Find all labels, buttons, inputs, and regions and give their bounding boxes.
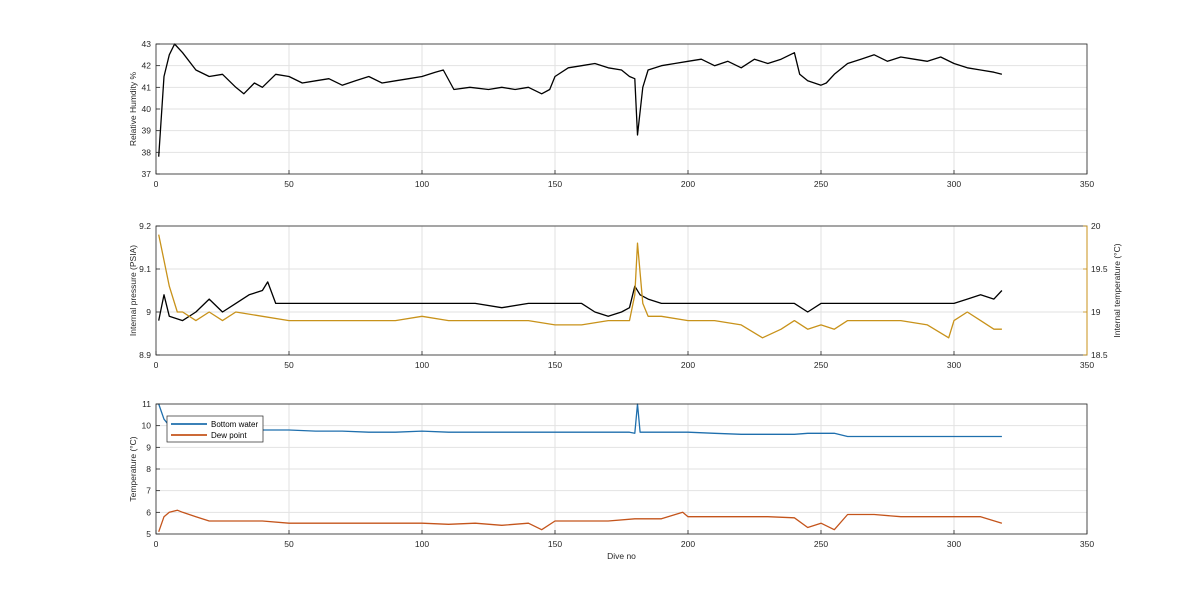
x-axis-label: Dive no xyxy=(607,551,636,561)
y-axis-label: Internal pressure (PSIA) xyxy=(128,245,138,336)
x-tick-label: 350 xyxy=(1080,179,1094,189)
y-right-tick-label: 18.5 xyxy=(1091,350,1108,360)
y-tick-label: 7 xyxy=(146,486,151,496)
y-tick-label: 41 xyxy=(142,82,152,92)
y-right-tick-label: 20 xyxy=(1091,221,1101,231)
series-line-bottom-water xyxy=(158,403,1002,438)
legend-label: Dew point xyxy=(211,431,247,440)
y-axis-label: Temperature (°C) xyxy=(128,436,138,501)
x-tick-label: 100 xyxy=(415,360,429,370)
y-tick-label: 10 xyxy=(142,421,152,431)
x-tick-label: 250 xyxy=(814,539,828,549)
x-tick-label: 50 xyxy=(284,179,294,189)
panel-2 xyxy=(155,225,1088,356)
x-tick-label: 150 xyxy=(548,179,562,189)
series-line-1-1 xyxy=(158,43,1003,157)
panel-3 xyxy=(155,403,1088,535)
x-tick-label: 0 xyxy=(154,539,159,549)
y-right-axis-label: Internal temperature (°C) xyxy=(1112,243,1122,337)
x-tick-label: 150 xyxy=(548,539,562,549)
x-tick-label: 300 xyxy=(947,360,961,370)
panel-1 xyxy=(155,43,1088,175)
x-tick-label: 0 xyxy=(154,360,159,370)
x-tick-label: 350 xyxy=(1080,539,1094,549)
plot-area xyxy=(156,226,1087,355)
y-tick-label: 40 xyxy=(142,104,152,114)
y-tick-label: 43 xyxy=(142,39,152,49)
x-tick-label: 150 xyxy=(548,360,562,370)
y-tick-label: 9 xyxy=(146,442,151,452)
y-axis-label: Relative Humdity % xyxy=(128,71,138,146)
y-tick-label: 9 xyxy=(146,307,151,317)
x-tick-label: 50 xyxy=(284,539,294,549)
legend xyxy=(166,415,264,443)
x-tick-label: 200 xyxy=(681,539,695,549)
y-tick-label: 9.1 xyxy=(139,264,151,274)
y-tick-label: 37 xyxy=(142,169,152,179)
y-right-tick-label: 19 xyxy=(1091,307,1101,317)
y-tick-label: 5 xyxy=(146,529,151,539)
x-tick-label: 250 xyxy=(814,360,828,370)
x-tick-label: 0 xyxy=(154,179,159,189)
x-tick-label: 100 xyxy=(415,539,429,549)
legend-box xyxy=(166,415,264,443)
x-tick-label: 300 xyxy=(947,539,961,549)
y-tick-label: 38 xyxy=(142,147,152,157)
y-tick-label: 8 xyxy=(146,464,151,474)
y-tick-label: 42 xyxy=(142,61,152,71)
x-tick-label: 300 xyxy=(947,179,961,189)
x-tick-label: 200 xyxy=(681,179,695,189)
series-line-2-2 xyxy=(158,234,1002,339)
x-tick-label: 250 xyxy=(814,179,828,189)
series-line-2-1 xyxy=(158,281,1003,322)
legend-label: Bottom water xyxy=(211,420,258,429)
y-tick-label: 9.2 xyxy=(139,221,151,231)
series-line-dew-point xyxy=(158,509,1003,533)
y-tick-label: 6 xyxy=(146,507,151,517)
y-tick-label: 8.9 xyxy=(139,350,151,360)
x-tick-label: 200 xyxy=(681,360,695,370)
x-tick-label: 100 xyxy=(415,179,429,189)
y-right-tick-label: 19.5 xyxy=(1091,264,1108,274)
y-tick-label: 11 xyxy=(142,399,151,409)
y-tick-label: 39 xyxy=(142,126,152,136)
x-tick-label: 350 xyxy=(1080,360,1094,370)
x-tick-label: 50 xyxy=(284,360,294,370)
